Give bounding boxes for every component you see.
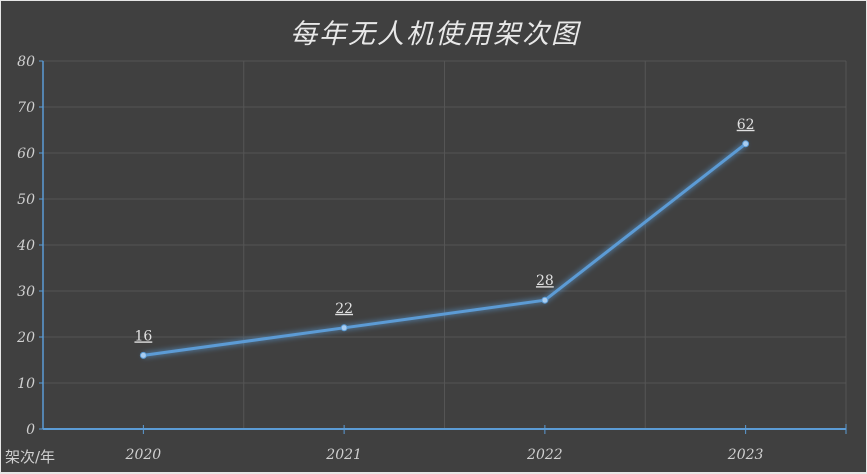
data-point bbox=[340, 324, 348, 332]
data-label: 22 bbox=[335, 301, 353, 317]
data-label: 16 bbox=[134, 328, 152, 344]
y-tick-label: 20 bbox=[16, 330, 35, 346]
y-tick-label: 0 bbox=[26, 422, 35, 438]
y-tick-label: 50 bbox=[17, 192, 35, 208]
y-tick-label: 60 bbox=[17, 146, 35, 162]
y-tick-label: 10 bbox=[17, 376, 35, 392]
x-tick-label: 2021 bbox=[325, 447, 362, 463]
y-tick-label: 80 bbox=[17, 54, 35, 70]
y-tick-label: 70 bbox=[17, 100, 35, 116]
data-point bbox=[541, 296, 549, 304]
x-tick-label: 2023 bbox=[727, 447, 764, 463]
x-tick-label: 2022 bbox=[526, 447, 563, 463]
data-point bbox=[742, 140, 750, 148]
data-point bbox=[139, 351, 147, 359]
chart-title: 每年无人机使用架次图 bbox=[290, 19, 582, 50]
data-label: 28 bbox=[536, 273, 554, 289]
series-line bbox=[143, 142, 747, 357]
data-label: 62 bbox=[737, 117, 755, 133]
x-tick-label: 2020 bbox=[125, 447, 162, 463]
y-tick-label: 40 bbox=[16, 238, 35, 254]
y-tick-label: 30 bbox=[17, 284, 35, 300]
x-axis-title: 架次/年 bbox=[5, 448, 55, 466]
